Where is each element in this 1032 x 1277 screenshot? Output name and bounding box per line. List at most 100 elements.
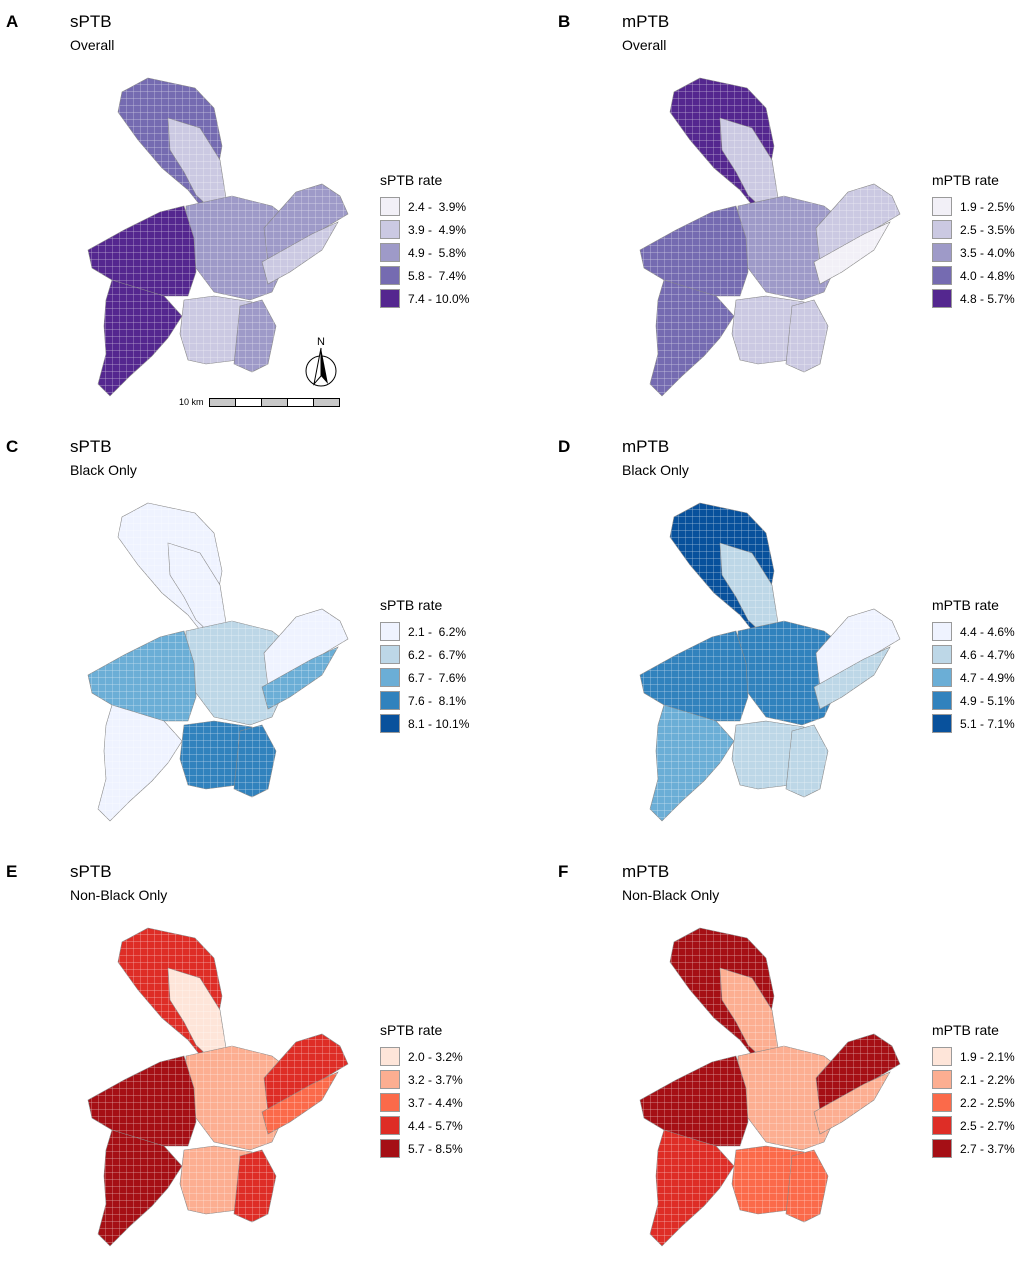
legend-label: 4.8 - 5.7% [960, 291, 1015, 306]
choropleth-map [87, 502, 349, 822]
legend-label: 4.4 - 4.6% [960, 624, 1015, 639]
legend-swatch [932, 1047, 952, 1066]
legend-item: 4.4 - 5.7% [380, 1114, 463, 1137]
scale-label: 10 km [179, 397, 204, 407]
map-legend: sPTB rate 2.0 - 3.2% 3.2 - 3.7% 3.7 - 4.4% 4… [380, 1022, 463, 1160]
panel-title: sPTB [70, 12, 112, 31]
legend-label: 3.2 - 3.7% [408, 1072, 463, 1087]
panel-subtitle: Overall [70, 37, 115, 53]
panel-letter: A [6, 12, 19, 31]
legend-item: 2.0 - 3.2% [380, 1045, 463, 1068]
legend-item: 4.0 - 4.8% [932, 264, 1015, 287]
legend-swatch [380, 197, 400, 216]
legend-item: 4.4 - 4.6% [932, 620, 1015, 643]
legend-swatch [380, 668, 400, 687]
map-legend: sPTB rate 2.4 - 3.9% 3.9 - 4.9% 4.9 - 5.8% 5… [380, 172, 469, 310]
legend-swatch [932, 289, 952, 308]
legend-swatch [932, 691, 952, 710]
legend-label: 4.0 - 4.8% [960, 268, 1015, 283]
legend-label: 5.8 - 7.4% [408, 268, 467, 283]
panel-subtitle: Black Only [622, 462, 689, 478]
legend-label: 6.7 - 7.6% [408, 670, 467, 685]
panel-title: sPTB [70, 862, 112, 881]
legend-label: 3.7 - 4.4% [408, 1095, 463, 1110]
legend-label: 2.1 - 6.2% [408, 624, 467, 639]
legend-item: 4.8 - 5.7% [932, 287, 1015, 310]
panel-letter: B [558, 12, 571, 31]
legend-swatch [932, 645, 952, 664]
choropleth-map [639, 502, 901, 822]
legend-swatch [932, 1093, 952, 1112]
panel-letter: F [558, 862, 569, 881]
choropleth-map [87, 77, 349, 397]
legend-swatch [380, 243, 400, 262]
legend-item: 2.5 - 2.7% [932, 1114, 1015, 1137]
panel-letter: D [558, 437, 571, 456]
legend-swatch [380, 1093, 400, 1112]
panel-subtitle: Non-Black Only [622, 887, 720, 903]
legend-item: 8.1 - 10.1% [380, 712, 469, 735]
legend-label: 7.4 - 10.0% [408, 291, 470, 306]
legend-item: 3.7 - 4.4% [380, 1091, 463, 1114]
legend-title: mPTB rate [932, 597, 999, 613]
legend-label: 8.1 - 10.1% [408, 716, 470, 731]
legend-label: 5.1 - 7.1% [960, 716, 1015, 731]
legend-item: 7.4 - 10.0% [380, 287, 469, 310]
legend-item: 4.6 - 4.7% [932, 643, 1015, 666]
legend-title: sPTB rate [380, 172, 443, 188]
legend-swatch [932, 220, 952, 239]
legend-swatch [380, 1047, 400, 1066]
panel-subtitle: Non-Black Only [70, 887, 168, 903]
legend-item: 7.6 - 8.1% [380, 689, 469, 712]
legend-swatch [380, 1139, 400, 1158]
map-legend: mPTB rate 1.9 - 2.1% 2.1 - 2.2% 2.2 - 2.5% 2… [932, 1022, 1015, 1160]
legend-item: 3.5 - 4.0% [932, 241, 1015, 264]
legend-title: sPTB rate [380, 597, 443, 613]
legend-label: 2.5 - 2.7% [960, 1118, 1015, 1133]
legend-item: 2.1 - 2.2% [932, 1068, 1015, 1091]
legend-label: 2.0 - 3.2% [408, 1049, 463, 1064]
legend-label: 2.5 - 3.5% [960, 222, 1015, 237]
legend-label: 4.9 - 5.8% [408, 245, 467, 260]
legend-item: 4.9 - 5.1% [932, 689, 1015, 712]
legend-item: 3.2 - 3.7% [380, 1068, 463, 1091]
scale-bar: 10 km [179, 397, 340, 407]
legend-swatch [380, 266, 400, 285]
legend-swatch [932, 1070, 952, 1089]
legend-label: 5.7 - 8.5% [408, 1141, 463, 1156]
choropleth-map [87, 927, 349, 1247]
legend-swatch [932, 243, 952, 262]
legend-swatch [380, 645, 400, 664]
panel-title: mPTB [622, 437, 670, 456]
legend-label: 4.9 - 5.1% [960, 693, 1015, 708]
legend-swatch [932, 1116, 952, 1135]
legend-swatch [380, 1070, 400, 1089]
map-legend: sPTB rate 2.1 - 6.2% 6.2 - 6.7% 6.7 - 7.6% 7… [380, 597, 469, 735]
legend-swatch [932, 266, 952, 285]
map-legend: mPTB rate 4.4 - 4.6% 4.6 - 4.7% 4.7 - 4.9% 4… [932, 597, 1015, 735]
legend-swatch [380, 1116, 400, 1135]
legend-title: mPTB rate [932, 1022, 999, 1038]
legend-item: 3.9 - 4.9% [380, 218, 469, 241]
legend-swatch [932, 668, 952, 687]
map-legend: mPTB rate 1.9 - 2.5% 2.5 - 3.5% 3.5 - 4.0% 4… [932, 172, 1015, 310]
legend-item: 1.9 - 2.5% [932, 195, 1015, 218]
legend-item: 5.1 - 7.1% [932, 712, 1015, 735]
legend-label: 3.5 - 4.0% [960, 245, 1015, 260]
legend-item: 1.9 - 2.1% [932, 1045, 1015, 1068]
panel-subtitle: Overall [622, 37, 667, 53]
legend-swatch [932, 1139, 952, 1158]
legend-label: 3.9 - 4.9% [408, 222, 467, 237]
legend-title: sPTB rate [380, 1022, 443, 1038]
legend-label: 4.4 - 5.7% [408, 1118, 463, 1133]
legend-label: 2.4 - 3.9% [408, 199, 467, 214]
legend-item: 2.2 - 2.5% [932, 1091, 1015, 1114]
panel-letter: C [6, 437, 19, 456]
legend-label: 2.1 - 2.2% [960, 1072, 1015, 1087]
choropleth-map [639, 77, 901, 397]
